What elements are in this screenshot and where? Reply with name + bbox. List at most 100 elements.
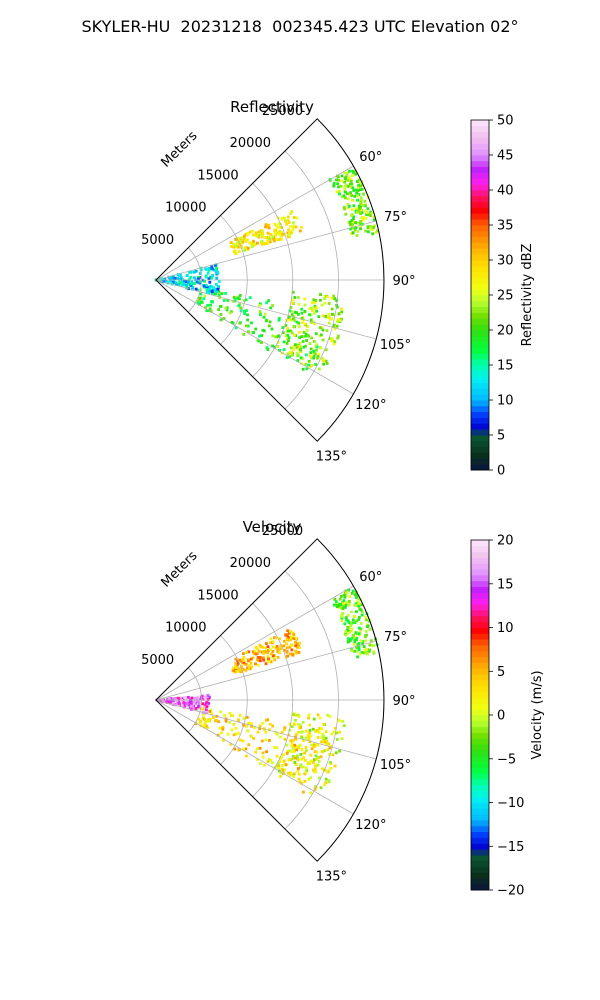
radar-gate-cell bbox=[245, 754, 248, 758]
radar-gate-cell bbox=[352, 189, 356, 192]
radar-gate-cell bbox=[318, 727, 321, 730]
colorbar-segment bbox=[471, 557, 489, 564]
radar-gate-cell bbox=[346, 626, 350, 629]
colorbar-segment bbox=[471, 878, 489, 885]
radar-gate-cell bbox=[269, 306, 273, 310]
radar-gate-cell bbox=[325, 739, 329, 743]
radar-gate-cell bbox=[247, 743, 251, 747]
radar-gate-cell bbox=[346, 619, 350, 623]
radar-gate-cell bbox=[289, 739, 293, 743]
radar-gate-cell bbox=[269, 722, 272, 726]
radar-gate-cell bbox=[273, 746, 276, 749]
radar-gate-cell bbox=[355, 650, 359, 653]
radar-gate-cell bbox=[269, 637, 273, 641]
radar-gate-cell bbox=[302, 790, 305, 794]
radar-gate-cell bbox=[232, 295, 236, 299]
radar-gate-cell bbox=[260, 739, 264, 743]
radar-gate-cell bbox=[271, 304, 274, 307]
colorbar-segment bbox=[471, 697, 489, 704]
radar-gate-cell bbox=[352, 204, 356, 208]
radar-gate-cell bbox=[332, 181, 336, 185]
radar-gate-cell bbox=[269, 758, 272, 762]
radar-gate-cell bbox=[219, 313, 223, 316]
radar-gate-cell bbox=[219, 318, 223, 322]
radar-gate-cell bbox=[221, 725, 225, 729]
range-tick-label: 25000 bbox=[262, 104, 303, 119]
radar-gate-cell bbox=[268, 641, 272, 644]
radar-gate-cell bbox=[216, 287, 220, 291]
radar-gate-cell bbox=[252, 737, 255, 740]
radar-gate-cell bbox=[228, 712, 232, 715]
radar-gate-cell bbox=[354, 172, 357, 176]
radar-gate-cell bbox=[338, 602, 341, 606]
radar-gate-cell bbox=[294, 649, 298, 653]
radar-gate-cell bbox=[260, 650, 264, 654]
radar-gate-cell bbox=[296, 758, 300, 762]
radar-gate-cell bbox=[309, 759, 313, 763]
colorbar-segment bbox=[471, 365, 489, 372]
radar-gate-cell bbox=[183, 696, 187, 700]
radar-gate-cell bbox=[251, 650, 255, 654]
radar-gate-cell bbox=[347, 603, 351, 607]
radar-gate-cell bbox=[208, 287, 212, 291]
radar-gate-cell bbox=[299, 348, 303, 351]
radar-gate-cell bbox=[315, 348, 318, 352]
radar-gate-cell bbox=[325, 742, 328, 746]
radar-gate-cell bbox=[305, 339, 308, 342]
radar-gate-cell bbox=[335, 299, 339, 302]
radar-gate-cell bbox=[293, 743, 296, 747]
radar-gate-cell bbox=[206, 719, 210, 723]
radar-gate-cell bbox=[290, 643, 293, 647]
radar-gate-cell bbox=[305, 328, 309, 332]
radar-gate-cell bbox=[180, 704, 184, 708]
radar-gate-cell bbox=[322, 359, 326, 363]
radar-gate-cell bbox=[322, 722, 326, 726]
radar-gate-cell bbox=[286, 646, 289, 650]
radar-gate-cell bbox=[192, 707, 196, 711]
colorbar-segment bbox=[471, 271, 489, 278]
radar-gate-cell bbox=[249, 661, 253, 665]
radar-gate-cell bbox=[355, 619, 359, 623]
radar-gate-cell bbox=[195, 280, 199, 284]
radar-gate-cell bbox=[372, 650, 376, 654]
radar-gate-cell bbox=[268, 240, 272, 244]
radar-gate-cell bbox=[343, 595, 347, 599]
radar-gate-cell bbox=[314, 363, 318, 366]
radar-gate-cell bbox=[185, 274, 189, 278]
radar-gate-cell bbox=[234, 252, 238, 255]
radar-gate-cell bbox=[211, 300, 214, 304]
radar-gate-cell bbox=[321, 732, 324, 736]
velocity-panel: Velocity 60° 75° 90° 105° 120° 135° 5000 10000 1… bbox=[141, 518, 545, 899]
radar-gate-cell bbox=[351, 223, 354, 226]
radar-gate-cell bbox=[191, 285, 195, 289]
radar-gate-cell bbox=[348, 169, 351, 173]
reflectivity-colorbar: 0 5 10 15 20 25 30 35 40 45 50 bbox=[470, 114, 514, 479]
colorbar-segment bbox=[471, 796, 489, 803]
radar-gate-cell bbox=[335, 305, 339, 309]
range-tick-label: 15000 bbox=[197, 588, 238, 603]
radar-gate-cell bbox=[244, 662, 248, 666]
colorbar-segment bbox=[471, 738, 489, 745]
radar-gate-cell bbox=[295, 311, 298, 314]
radar-gate-cell bbox=[237, 731, 240, 735]
radar-gate-cell bbox=[175, 283, 178, 286]
radar-gate-cell bbox=[309, 734, 313, 738]
radar-gate-cell bbox=[244, 233, 248, 237]
radar-gate-cell bbox=[291, 301, 294, 305]
radar-gate-cell bbox=[285, 337, 289, 341]
radar-gate-cell bbox=[297, 345, 301, 348]
radar-gate-cell bbox=[258, 643, 262, 647]
radar-gate-cell bbox=[313, 307, 316, 310]
radar-gate-cell bbox=[262, 329, 266, 333]
radar-gate-cell bbox=[232, 722, 236, 726]
radar-gate-cell bbox=[342, 599, 346, 602]
colorbar-segment bbox=[471, 172, 489, 179]
radar-gate-cell bbox=[304, 771, 308, 775]
radar-gate-cell bbox=[350, 621, 354, 625]
radar-gate-cell bbox=[270, 327, 274, 331]
colorbar-segment bbox=[471, 178, 489, 185]
radar-gate-cell bbox=[356, 194, 359, 198]
radar-gate-cell bbox=[310, 306, 313, 310]
radar-gate-cell bbox=[340, 619, 344, 623]
radar-gate-cell bbox=[337, 318, 340, 321]
